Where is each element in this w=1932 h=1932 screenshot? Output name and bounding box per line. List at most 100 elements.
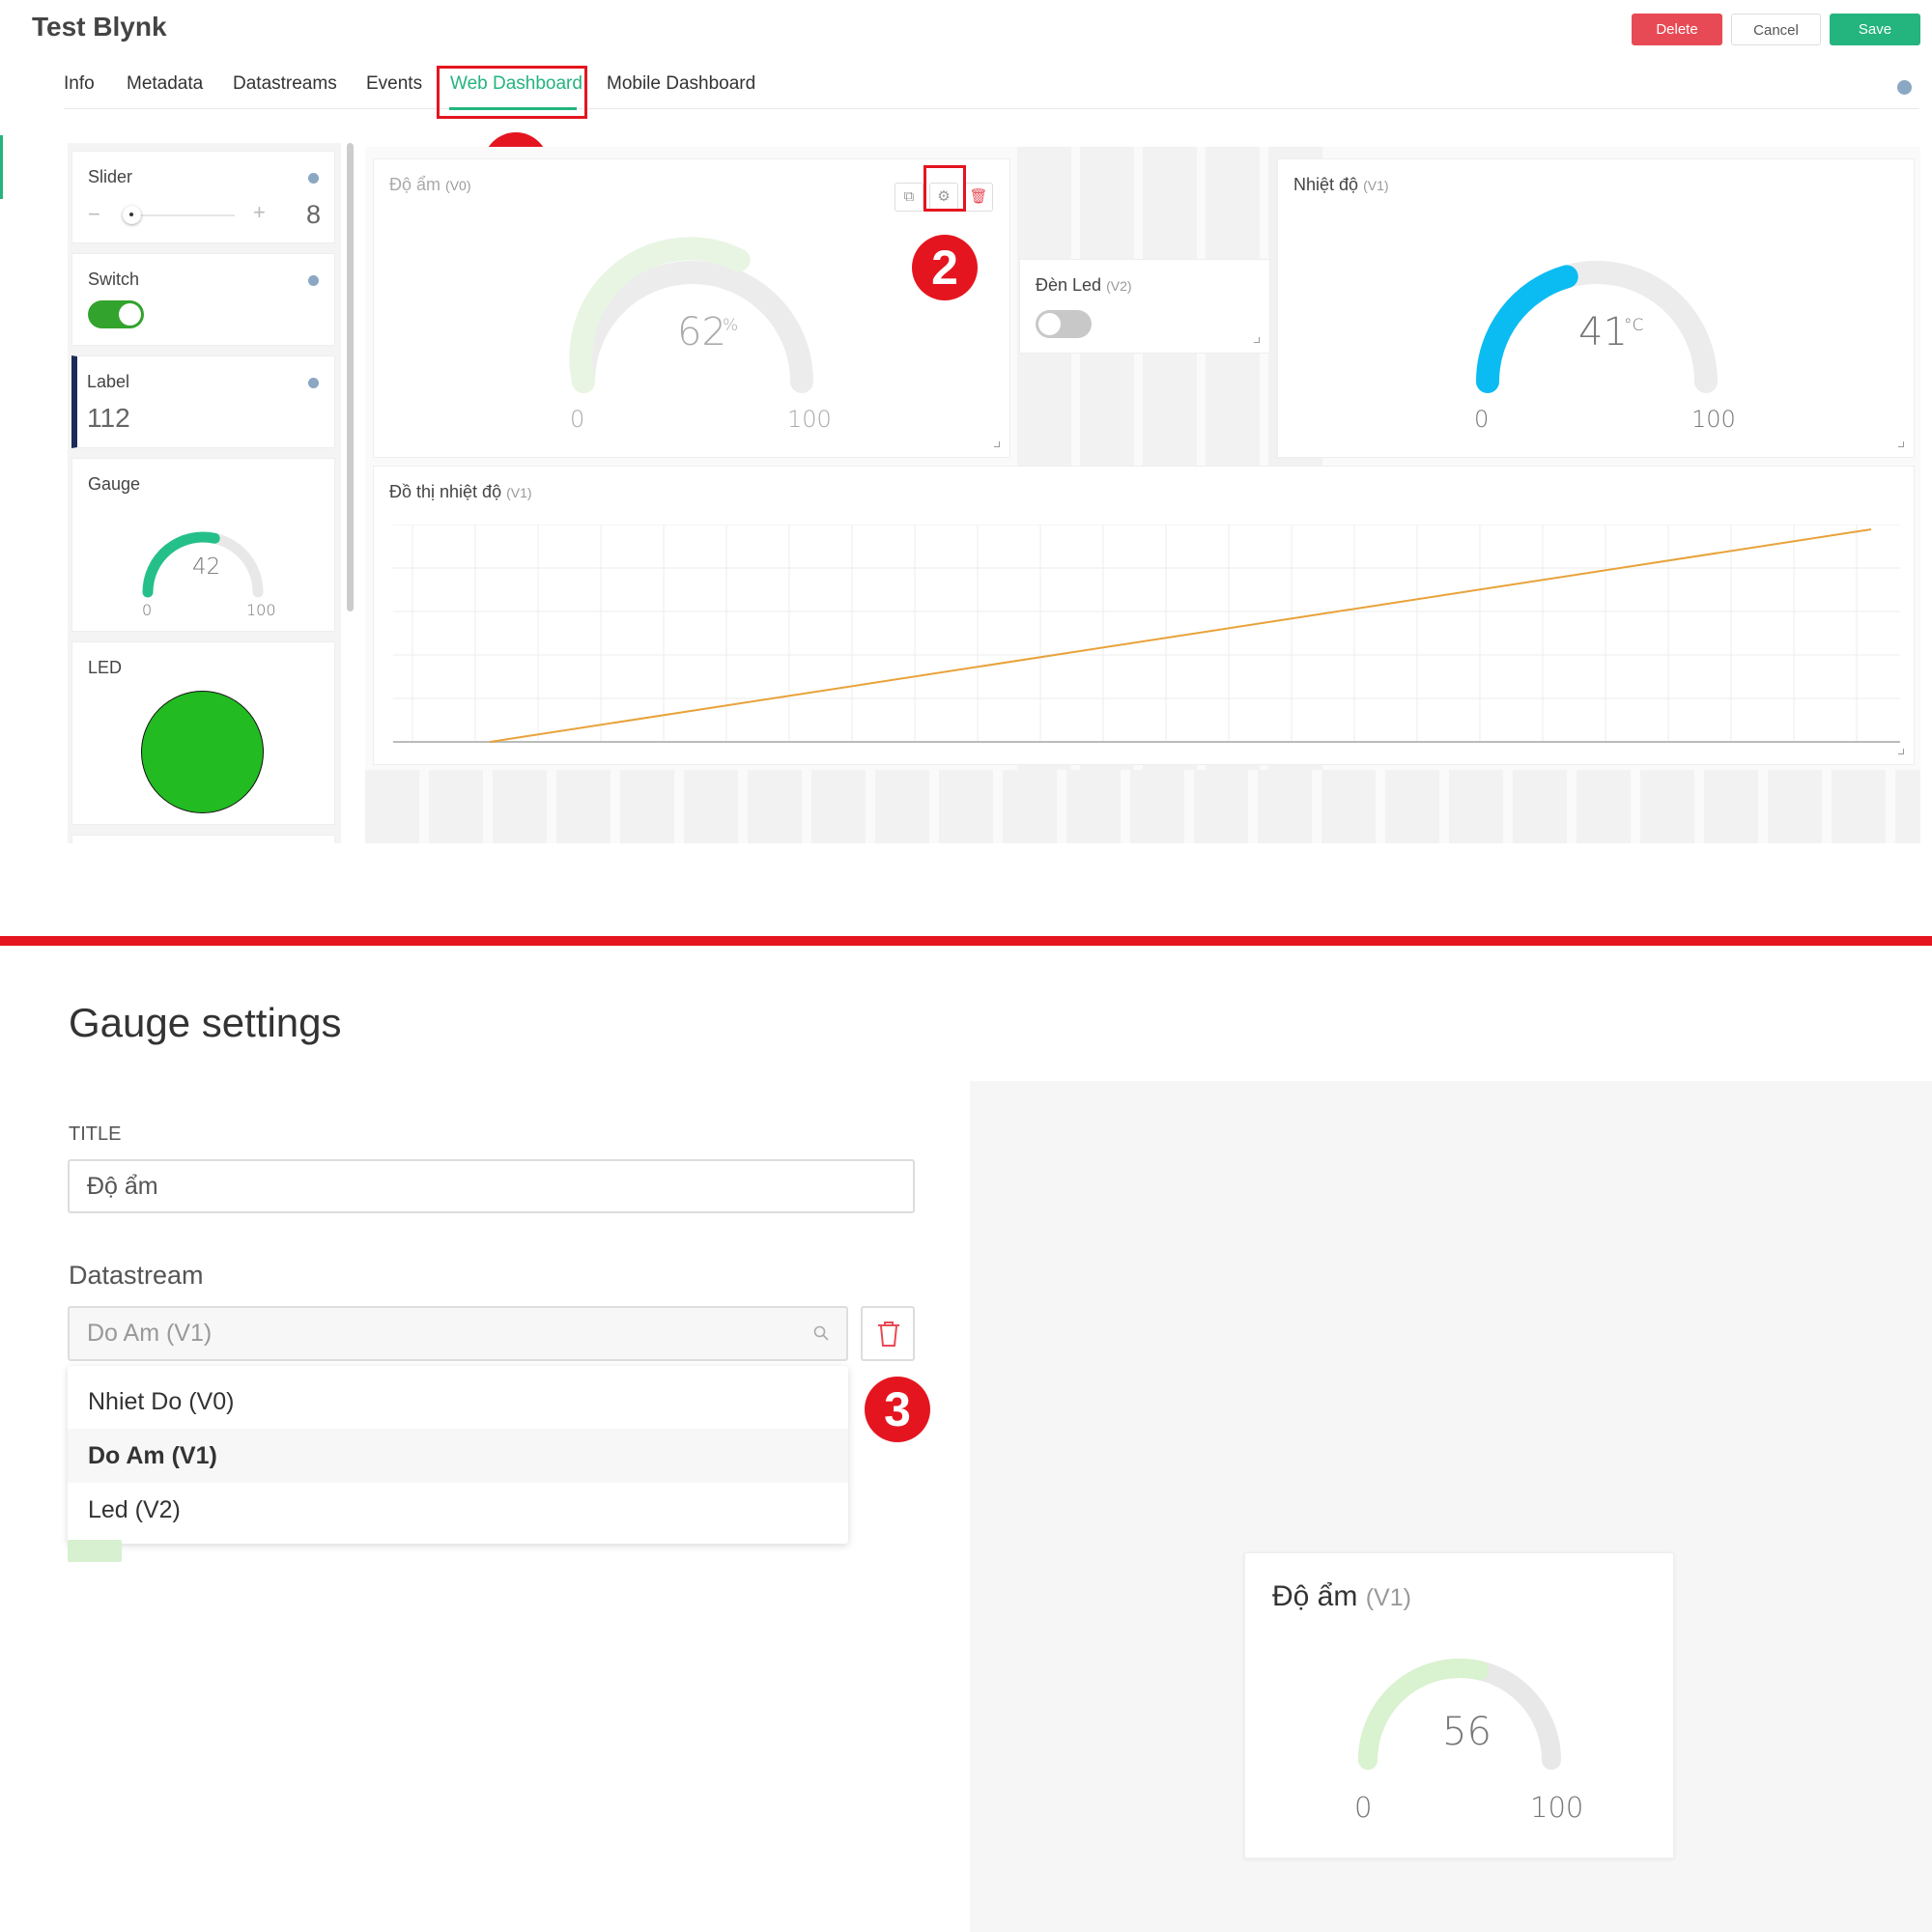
gauge-preview-card: Độ ẩm (V1) 56 0 100 xyxy=(1244,1552,1674,1859)
led-switch-widget[interactable]: Đèn Led (V2) xyxy=(1019,259,1270,354)
title-field-label: TITLE xyxy=(69,1123,122,1145)
gauge-label: Gauge xyxy=(88,474,141,494)
palette-gauge[interactable]: Gauge 42 0 100 xyxy=(71,458,335,632)
temperature-min: 0 xyxy=(1474,406,1490,433)
copy-icon[interactable]: ⧉ xyxy=(895,183,923,212)
datastream-label: Datastream xyxy=(69,1261,204,1290)
cancel-button[interactable]: Cancel xyxy=(1731,14,1821,45)
led-title: Đèn Led xyxy=(1036,275,1102,295)
resize-handle-icon[interactable] xyxy=(1254,337,1260,343)
info-icon xyxy=(308,378,319,388)
humidity-title: Độ ẩm xyxy=(389,175,441,194)
active-tab-indicator xyxy=(449,107,577,110)
led-widget-title: Đèn Led (V2) xyxy=(1036,275,1132,296)
slider-handle[interactable] xyxy=(123,206,141,224)
temperature-gauge xyxy=(1476,261,1718,393)
annotation-box-1 xyxy=(437,66,587,119)
info-icon[interactable] xyxy=(1897,80,1912,95)
gauge-min: 0 xyxy=(142,601,153,619)
app-title: Test Blynk xyxy=(32,12,167,42)
led-switch-toggle[interactable] xyxy=(1036,310,1092,338)
option-nhiet-do[interactable]: Nhiet Do (V0) xyxy=(88,1388,235,1415)
temperature-value: 41 xyxy=(1578,310,1628,355)
search-icon xyxy=(813,1325,829,1341)
info-icon xyxy=(308,275,319,286)
gear-icon[interactable]: ⚙ xyxy=(929,183,958,212)
chart-series-line xyxy=(489,528,1872,743)
dashboard-editor: Test Blynk Delete Cancel Save Info Metad… xyxy=(0,0,1932,843)
humidity-stream: (V0) xyxy=(445,178,471,193)
chart-widget-title: Đồ thị nhiệt độ (V1) xyxy=(389,482,532,502)
switch-label: Switch xyxy=(88,270,140,289)
temperature-max: 100 xyxy=(1691,406,1736,433)
preview-max: 100 xyxy=(1530,1791,1584,1824)
preview-min: 0 xyxy=(1354,1791,1373,1824)
tab-web-dashboard[interactable]: Web Dashboard xyxy=(450,73,582,94)
widget-palette: Slider − + 8 Switch Label 112 Gauge 42 0 xyxy=(68,143,341,843)
preview-title: Độ ẩm (V1) xyxy=(1272,1580,1411,1613)
save-button[interactable]: Save xyxy=(1830,14,1920,45)
chart-grid xyxy=(393,525,1900,742)
annotation-badge-3: 3 xyxy=(865,1377,930,1442)
plus-icon[interactable]: + xyxy=(253,200,266,224)
preview-stream: (V1) xyxy=(1365,1584,1411,1611)
palette-next-card[interactable] xyxy=(71,835,335,843)
gauge-max: 100 xyxy=(246,601,276,619)
preview-title-text: Độ ẩm xyxy=(1272,1580,1358,1612)
section-divider xyxy=(0,936,1932,946)
title-input[interactable]: Độ ẩm xyxy=(68,1159,915,1213)
chart-stream: (V1) xyxy=(506,485,532,500)
temperature-chart-widget[interactable]: Đồ thị nhiệt độ (V1) xyxy=(373,466,1915,765)
datastream-dropdown: Nhiet Do (V0) Do Am (V1) Led (V2) xyxy=(68,1366,848,1544)
label-widget-label: Label xyxy=(87,372,130,391)
tab-info[interactable]: Info xyxy=(64,73,95,94)
datastream-select[interactable]: Do Am (V1) xyxy=(68,1306,848,1361)
empty-grid-row xyxy=(365,770,1920,843)
gauge-value: 42 xyxy=(192,554,221,580)
resize-handle-icon[interactable] xyxy=(1898,441,1904,447)
preview-value: 56 xyxy=(1442,1710,1492,1754)
minus-icon[interactable]: − xyxy=(88,202,100,226)
resize-handle-icon[interactable] xyxy=(1898,749,1904,754)
temperature-stream: (V1) xyxy=(1363,178,1389,193)
humidity-min: 0 xyxy=(570,406,585,433)
palette-label[interactable]: Label 112 xyxy=(71,355,335,448)
led-stream: (V2) xyxy=(1106,278,1132,294)
tab-metadata[interactable]: Metadata xyxy=(127,73,204,94)
left-accent-bar xyxy=(0,135,3,199)
label-value: 112 xyxy=(87,403,130,433)
info-icon xyxy=(308,173,319,184)
delete-datastream-button[interactable] xyxy=(861,1306,915,1361)
slider-track xyxy=(124,214,235,216)
tab-events[interactable]: Events xyxy=(366,73,423,94)
resize-handle-icon[interactable] xyxy=(994,441,1000,447)
delete-button[interactable]: Delete xyxy=(1632,14,1722,45)
color-swatch[interactable] xyxy=(68,1540,122,1562)
option-do-am[interactable]: Do Am (V1) xyxy=(68,1429,848,1483)
palette-switch[interactable]: Switch xyxy=(71,253,335,346)
humidity-max: 100 xyxy=(787,406,832,433)
humidity-unit: % xyxy=(723,316,739,335)
annotation-badge-2: 2 xyxy=(912,235,978,300)
tabs-divider xyxy=(64,108,1918,109)
option-led[interactable]: Led (V2) xyxy=(88,1496,181,1523)
temperature-chart xyxy=(393,525,1900,743)
settings-heading: Gauge settings xyxy=(69,1000,342,1045)
chart-title: Đồ thị nhiệt độ xyxy=(389,482,502,501)
trash-icon[interactable]: 🗑 xyxy=(964,183,993,212)
palette-scrollbar[interactable] xyxy=(347,143,354,611)
datastream-value: Do Am (V1) xyxy=(87,1320,213,1347)
temperature-widget-title: Nhiệt độ (V1) xyxy=(1293,175,1389,195)
temperature-gauge-widget[interactable]: Nhiệt độ (V1) 41 °C 0 100 xyxy=(1277,158,1915,458)
slider-value: 8 xyxy=(305,200,321,229)
palette-led[interactable]: LED xyxy=(71,641,335,825)
led-indicator xyxy=(141,691,264,813)
palette-slider[interactable]: Slider − + 8 xyxy=(71,151,335,243)
switch-toggle[interactable] xyxy=(88,300,144,328)
annotation-box-2 xyxy=(923,165,966,212)
temperature-unit: °C xyxy=(1624,316,1644,335)
humidity-gauge xyxy=(569,237,813,393)
humidity-gauge-widget[interactable]: Độ ẩm (V0) ⧉ ⚙ 🗑 62 % 0 100 xyxy=(373,158,1010,458)
tab-mobile-dashboard[interactable]: Mobile Dashboard xyxy=(607,73,756,94)
tab-datastreams[interactable]: Datastreams xyxy=(233,73,337,94)
